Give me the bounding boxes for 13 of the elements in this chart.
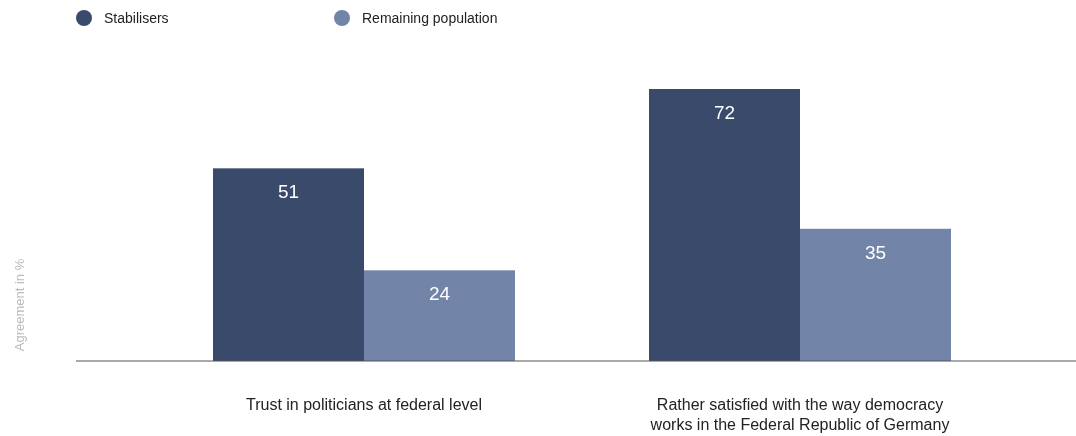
data-label: 51 [277,181,300,203]
legend-label: Stabilisers [104,10,169,26]
bar [800,228,951,361]
data-label: 72 [713,102,736,123]
data-label: 24 [428,283,451,305]
bar [213,168,364,361]
y-axis-title: Agreement in % [12,258,27,352]
bar [649,89,800,361]
x-tick-label: Rather satisfied with the way democracy works in the Federal Republic of Germany [649,396,950,433]
data-label: 35 [864,241,887,263]
legend-label: Remaining population [362,10,498,26]
x-tick-label: Trust in politicians at federal level [246,396,482,413]
bar [364,270,515,361]
